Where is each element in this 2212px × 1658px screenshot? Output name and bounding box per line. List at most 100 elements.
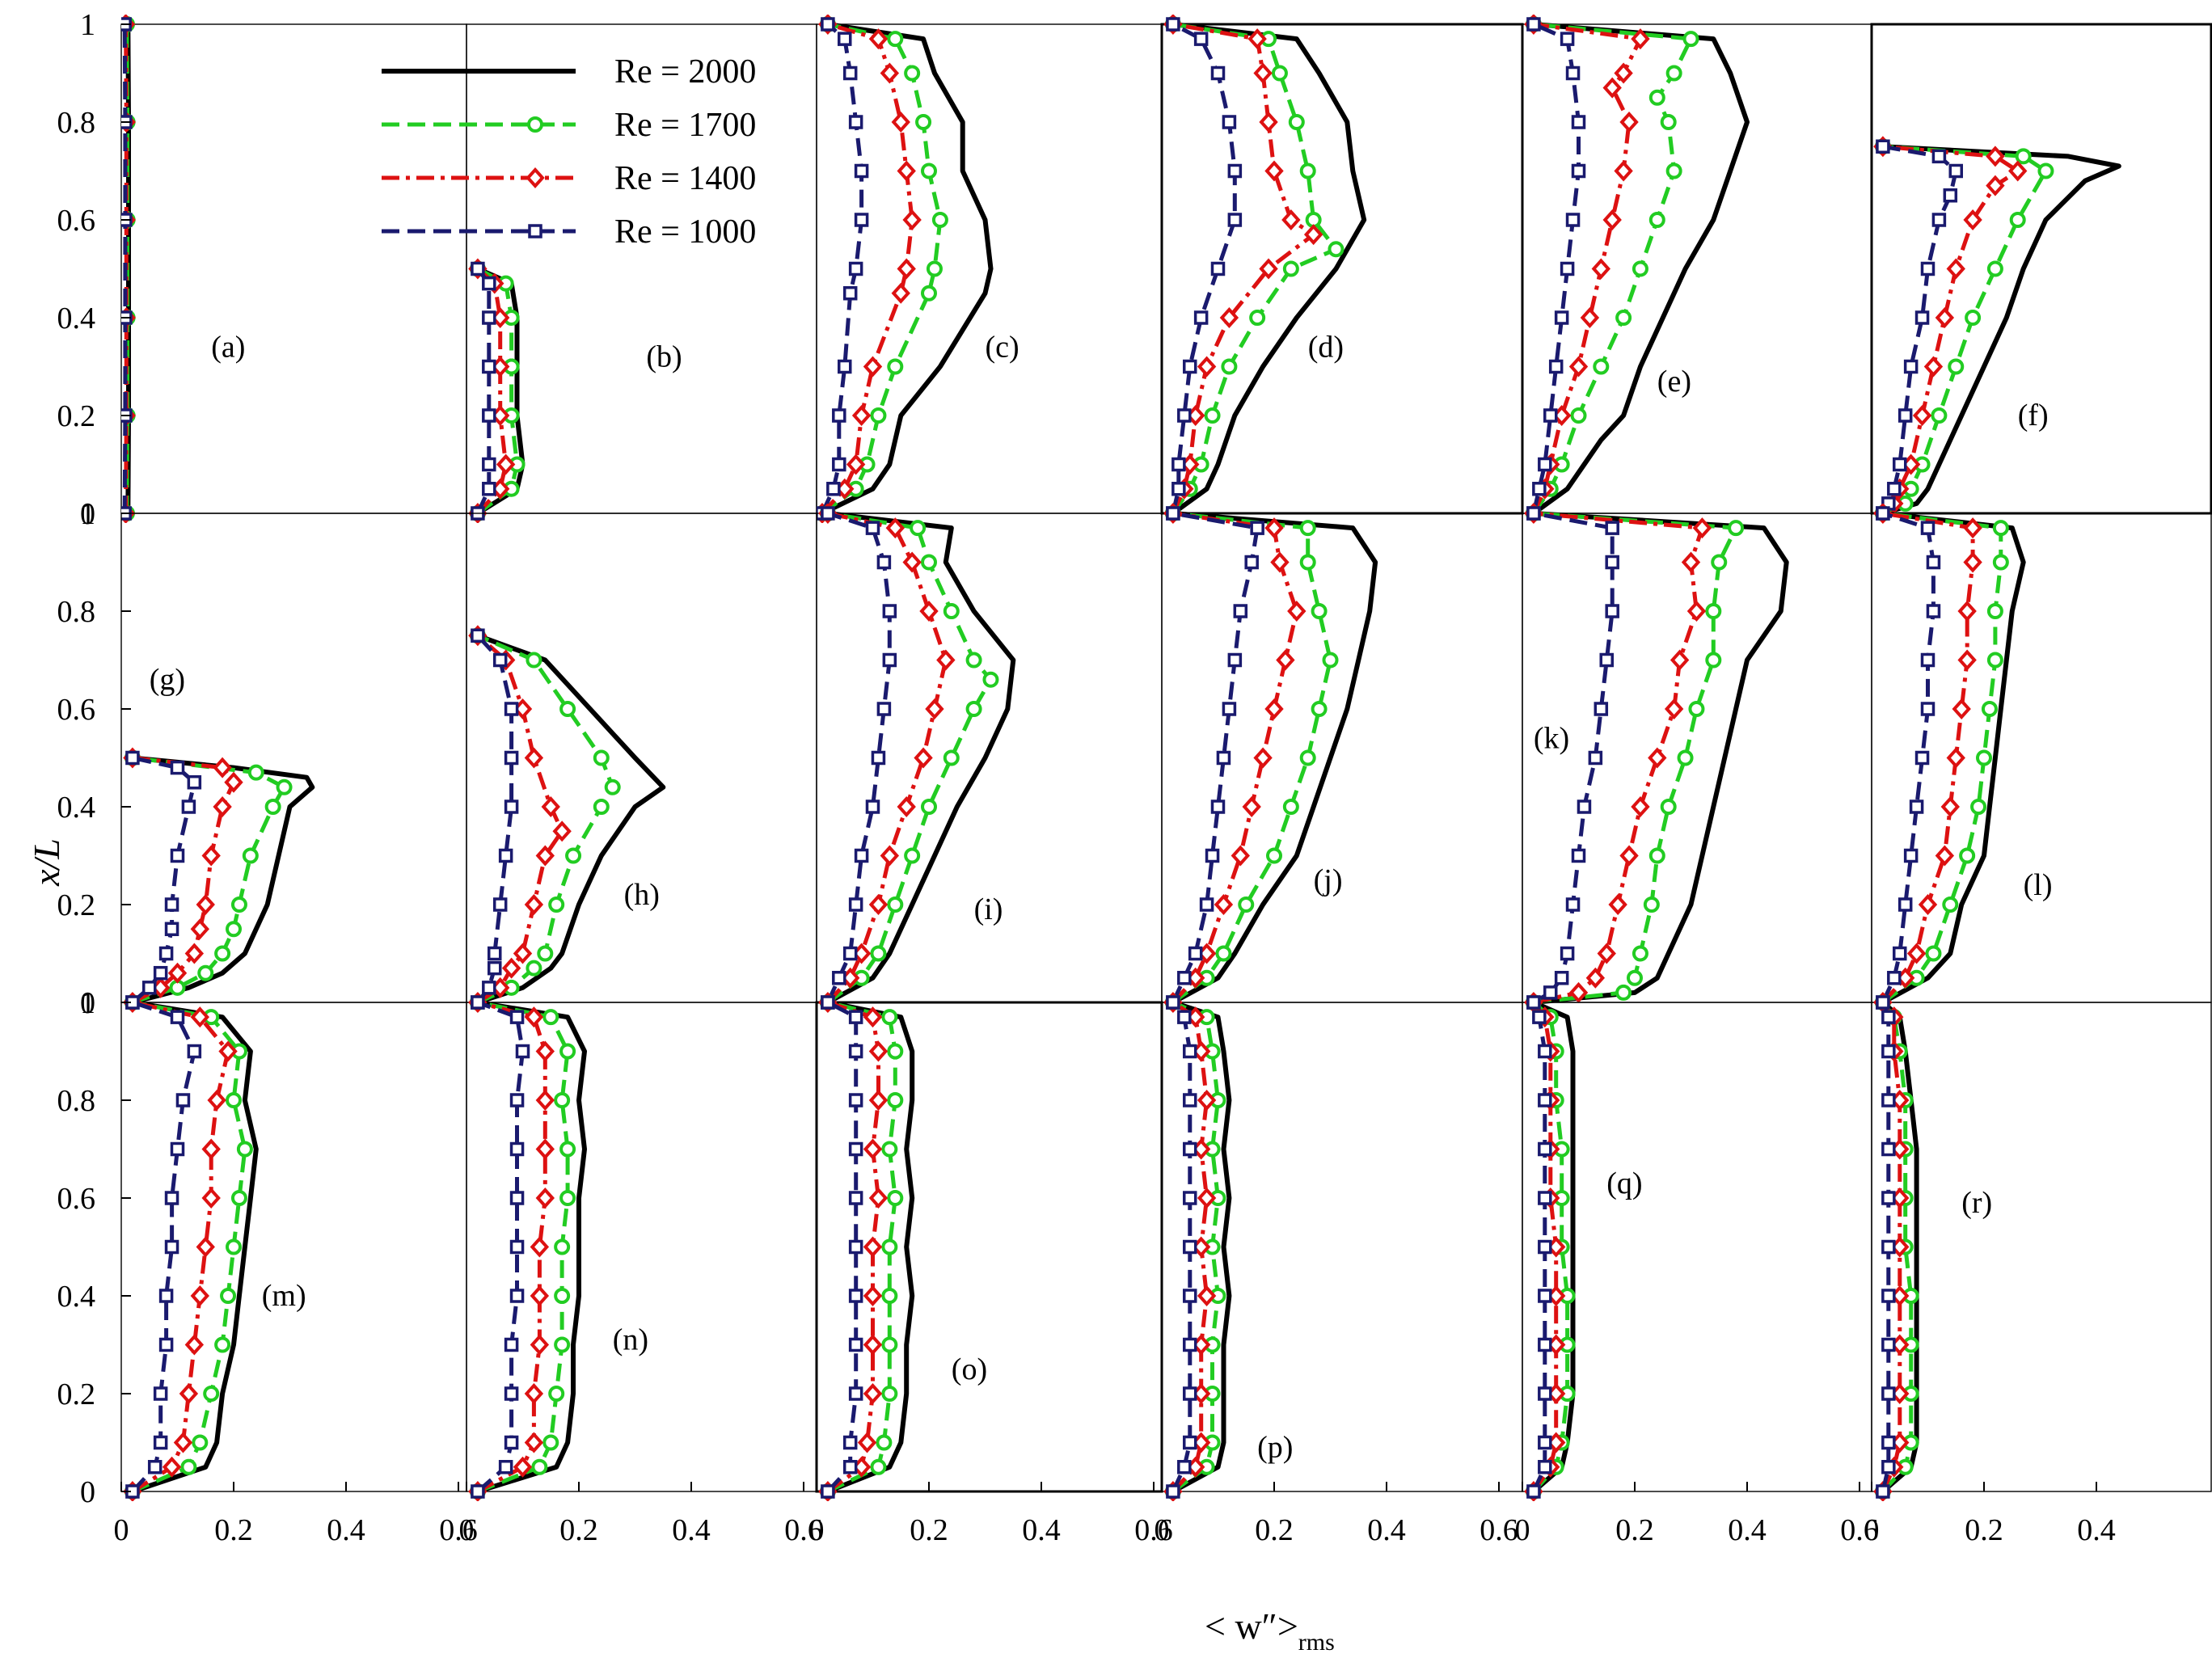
panel-plot-area xyxy=(123,747,315,1012)
x-tick-label: 0.6 xyxy=(1134,1513,1173,1547)
data-point-marker xyxy=(936,649,956,671)
legend-marker-swatch xyxy=(527,116,543,133)
data-point-marker xyxy=(1914,310,1930,325)
x-tick-label: 0 xyxy=(1515,1513,1530,1547)
data-point-marker xyxy=(1906,943,1927,964)
data-point-marker xyxy=(1931,213,1947,227)
data-point-marker xyxy=(846,454,866,475)
data-point-marker xyxy=(1920,702,1936,716)
data-point-marker xyxy=(1881,1044,1896,1059)
panel-m: (m) xyxy=(120,993,467,1501)
panel-h: (h) xyxy=(466,513,817,1012)
data-point-marker xyxy=(1233,604,1248,618)
panel-p: (p) xyxy=(1161,993,1523,1501)
panel-plot-area xyxy=(1163,15,1367,523)
panel-label: (q) xyxy=(1606,1167,1642,1200)
panel-label: (d) xyxy=(1308,330,1344,364)
panel-frame xyxy=(120,23,467,514)
data-point-marker xyxy=(196,1236,215,1258)
data-point-marker xyxy=(1543,985,1558,1000)
data-point-marker xyxy=(863,1236,883,1258)
panel-c: (c) xyxy=(816,15,1163,523)
data-point-marker xyxy=(1665,65,1682,82)
series-line xyxy=(476,633,666,1005)
data-point-marker xyxy=(1568,356,1589,378)
data-point-marker xyxy=(153,965,168,981)
data-point-marker xyxy=(1876,995,1890,1010)
data-point-marker xyxy=(854,163,869,179)
legend-entry: Re = 1400 xyxy=(382,160,756,197)
data-point-marker xyxy=(1881,1386,1896,1401)
data-point-marker xyxy=(1881,1191,1896,1205)
data-point-marker xyxy=(865,799,880,814)
data-point-marker xyxy=(482,457,496,472)
data-point-marker xyxy=(1940,796,1960,817)
panel-label: (o) xyxy=(952,1352,987,1386)
data-point-marker xyxy=(1299,520,1316,537)
data-point-marker xyxy=(881,1336,898,1353)
data-point-marker xyxy=(498,848,513,863)
data-point-marker xyxy=(203,1386,220,1402)
data-point-marker xyxy=(1903,848,1919,863)
data-point-marker xyxy=(1943,188,1958,203)
data-point-marker xyxy=(1898,408,1913,423)
data-point-marker xyxy=(1986,652,2003,669)
data-point-marker xyxy=(1931,149,1947,164)
data-point-marker xyxy=(1608,894,1627,915)
series-line xyxy=(1171,22,1367,516)
legend-entry: Re = 2000 xyxy=(382,53,756,91)
data-point-marker xyxy=(1660,799,1677,815)
data-point-marker xyxy=(1264,698,1284,719)
data-point-marker xyxy=(164,1239,179,1255)
data-point-marker xyxy=(857,1432,877,1453)
data-point-marker xyxy=(1183,1044,1197,1059)
data-point-marker xyxy=(848,1044,863,1059)
data-point-marker xyxy=(1881,1337,1896,1352)
x-axis-label-main: < w″> xyxy=(1205,1605,1298,1647)
data-point-marker xyxy=(965,701,982,717)
data-point-marker xyxy=(1250,521,1264,535)
data-point-marker xyxy=(1981,701,1998,717)
data-point-marker xyxy=(1881,1093,1896,1107)
data-point-marker xyxy=(902,209,922,230)
panel-label: (r) xyxy=(1961,1186,1992,1220)
data-point-marker xyxy=(863,1334,883,1356)
data-point-marker xyxy=(1210,799,1226,814)
data-point-marker xyxy=(175,1093,191,1107)
x-tick-label: 0.4 xyxy=(1022,1513,1061,1547)
data-point-marker xyxy=(1548,359,1564,374)
data-point-marker xyxy=(1210,261,1226,276)
data-point-marker xyxy=(593,799,610,815)
data-point-marker xyxy=(187,775,202,790)
data-point-marker xyxy=(213,757,232,778)
data-point-marker xyxy=(1593,358,1610,375)
data-point-marker xyxy=(218,1040,238,1062)
panel-plot-area xyxy=(1873,504,2026,1012)
data-point-marker xyxy=(604,778,621,795)
data-point-marker xyxy=(1554,310,1569,325)
data-point-marker xyxy=(530,1334,550,1356)
panel-label: (j) xyxy=(1314,863,1343,897)
legend-label: Re = 2000 xyxy=(614,53,756,91)
data-point-marker xyxy=(868,1040,889,1062)
panel-plot-area xyxy=(123,993,259,1501)
data-point-marker xyxy=(559,1141,576,1158)
data-point-marker xyxy=(153,1386,168,1401)
data-point-marker xyxy=(1881,1289,1896,1303)
data-point-marker xyxy=(1605,555,1619,570)
panel-l: (l) xyxy=(1871,504,2212,1012)
data-point-marker xyxy=(1881,1141,1896,1157)
data-point-marker xyxy=(201,845,221,867)
panel-plot-area xyxy=(468,258,526,523)
data-point-marker xyxy=(881,1141,898,1158)
data-point-marker xyxy=(1648,212,1665,228)
data-point-marker xyxy=(1193,310,1209,325)
data-point-marker xyxy=(897,160,916,182)
data-point-marker xyxy=(492,897,508,912)
data-point-marker xyxy=(1538,1337,1552,1352)
data-point-marker xyxy=(242,847,259,864)
data-point-marker xyxy=(1219,307,1239,328)
x-tick-label: 0 xyxy=(114,1513,129,1547)
data-point-marker xyxy=(921,799,937,815)
panel-plot-area xyxy=(468,993,587,1501)
